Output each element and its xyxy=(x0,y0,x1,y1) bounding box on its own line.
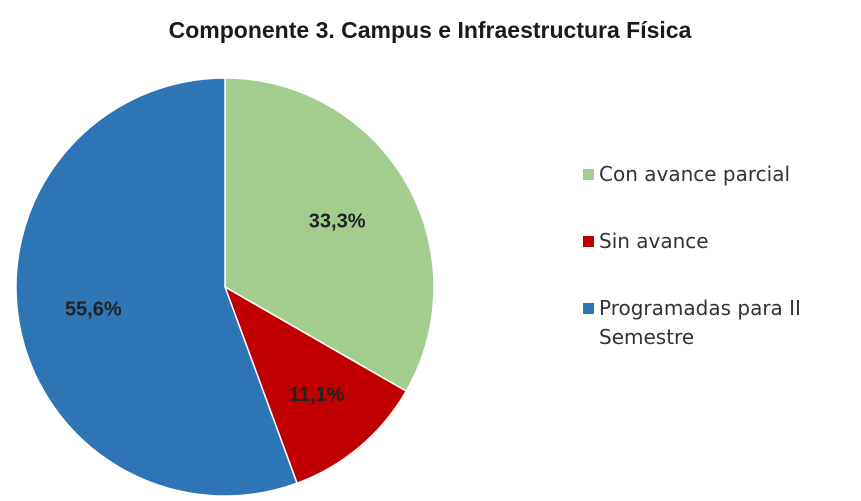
chart-title: Componente 3. Campus e Infraestructura F… xyxy=(169,17,692,43)
data-label: 33,3% xyxy=(309,210,366,232)
legend: Con avance parcial Sin avance Programadas … xyxy=(583,160,853,390)
legend-item: Programadas para II Semestre xyxy=(583,294,853,352)
legend-label: Con avance parcial xyxy=(599,162,791,186)
pie-slice xyxy=(15,77,298,497)
data-label: 55,6% xyxy=(65,299,122,321)
legend-item: Con avance parcial xyxy=(583,160,853,189)
data-label: 11,1% xyxy=(289,384,345,406)
legend-label: Programadas para II Semestre xyxy=(599,296,801,349)
legend-swatch xyxy=(583,303,594,314)
pie-slice xyxy=(223,285,408,485)
legend-label: Sin avance xyxy=(599,229,709,253)
pie-slice xyxy=(224,77,435,393)
legend-swatch xyxy=(583,236,594,247)
legend-swatch xyxy=(583,169,594,180)
legend-item: Sin avance xyxy=(583,227,853,256)
